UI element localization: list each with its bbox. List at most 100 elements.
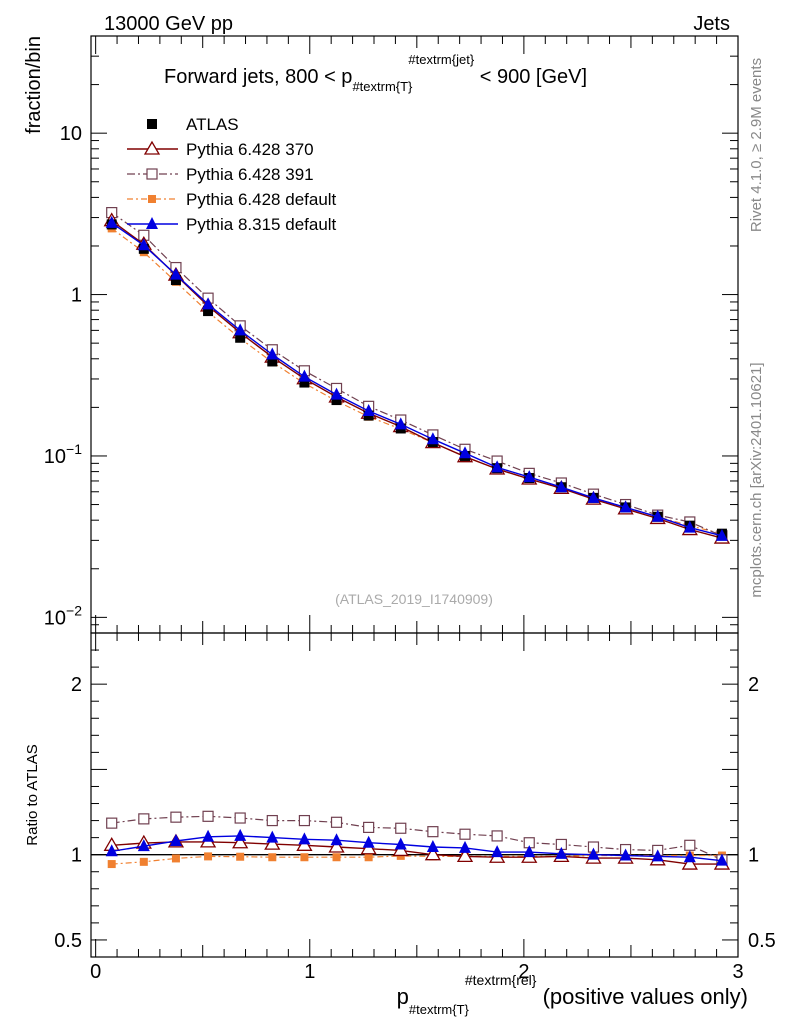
ratio-point-pythia-6-428-default <box>171 854 180 863</box>
ratio-point-pythia-8-315-default <box>330 833 343 846</box>
main-point-pythia-8-315-default <box>587 490 600 503</box>
main-point-pythia-8-315-default <box>330 387 343 400</box>
main-series-pythia-6-428-default <box>107 224 726 538</box>
ratio-y-tick-label-right: 1 <box>748 845 759 867</box>
legend-marker <box>147 119 157 129</box>
header-right-label: Jets <box>693 13 730 35</box>
legend-item-pythia-6-428-370: Pythia 6.428 370 <box>127 140 314 159</box>
ratio-point-pythia-8-315-default <box>587 847 600 860</box>
legend: ATLAS Pythia 6.428 370 Pythia 6.428 391 Pyt… <box>127 115 337 234</box>
ratio-point-pythia-6-428-391 <box>202 810 214 822</box>
ratio-point-pythia-6-428-default <box>107 860 116 869</box>
ratio-point-pythia-6-428-391 <box>170 811 182 823</box>
ratio-y-tick-label-right: 2 <box>748 674 759 696</box>
main-point-pythia-8-315-default <box>137 238 150 251</box>
ratio-point-pythia-8-315-default <box>683 850 696 863</box>
ratio-point-pythia-8-315-default <box>458 840 471 853</box>
x-tick-label: 1 <box>304 961 315 983</box>
main-point-pythia-8-315-default <box>426 432 439 445</box>
ratio-point-pythia-6-428-370 <box>328 838 345 853</box>
ratio-point-pythia-8-315-default <box>523 845 536 858</box>
analysis-watermark: (ATLAS_2019_I1740909) <box>335 591 493 607</box>
ratio-y-axis-label: Ratio to ATLAS <box>24 744 41 845</box>
y-tick-label: 10−1 <box>44 441 82 468</box>
ratio-point-pythia-6-428-default <box>268 853 277 862</box>
ratio-point-pythia-6-428-391 <box>427 826 439 838</box>
ratio-point-pythia-6-428-370 <box>681 855 698 870</box>
main-point-pythia-8-315-default <box>169 267 182 280</box>
main-point-atlas <box>299 377 310 388</box>
y-tick-label: 10−2 <box>44 602 82 629</box>
y-tick-label: 1 <box>71 285 82 307</box>
ratio-point-pythia-8-315-default <box>234 828 247 841</box>
ratio-point-pythia-8-315-default <box>169 834 182 847</box>
ratio-point-pythia-8-315-default <box>394 837 407 850</box>
legend-item-atlas: ATLAS <box>147 115 239 134</box>
ratio-point-pythia-6-428-370 <box>264 835 281 850</box>
ratio-point-pythia-6-428-391 <box>138 813 150 825</box>
main-line-pythia-8-315-default <box>111 222 723 537</box>
main-point-atlas <box>235 332 246 343</box>
header-left-label: 13000 GeV pp <box>104 13 233 35</box>
main-series-layer <box>103 207 731 544</box>
main-title: Forward jets, 800 < p#textrm{T}#textrm{j… <box>164 52 587 94</box>
ratio-point-pythia-6-428-default <box>139 857 148 866</box>
main-point-pythia-8-315-default <box>298 369 311 382</box>
ratio-y-tick-label-left: 1 <box>71 845 82 867</box>
main-point-pythia-8-315-default <box>715 528 728 541</box>
ratio-point-pythia-8-315-default <box>555 846 568 859</box>
ratio-y-tick-label-left: 0.5 <box>54 930 82 952</box>
ratio-point-pythia-6-428-391 <box>106 817 118 829</box>
ratio-point-pythia-8-315-default <box>266 830 279 843</box>
main-line-pythia-6-428-391 <box>111 212 723 537</box>
x-tick-label: 3 <box>732 961 743 983</box>
ratio-series-pythia-8-315-default <box>105 828 728 866</box>
legend-marker <box>146 168 158 180</box>
main-point-atlas <box>331 395 342 406</box>
ratio-point-pythia-8-315-default <box>651 849 664 862</box>
ratio-series-layer <box>103 810 731 870</box>
ratio-point-pythia-8-315-default <box>202 829 215 842</box>
ratio-point-pythia-6-428-370 <box>456 848 474 863</box>
ratio-point-pythia-6-428-default <box>204 852 213 861</box>
ratio-point-pythia-8-315-default <box>619 848 632 861</box>
main-y-axis-label: fraction/bin <box>23 36 45 134</box>
legend-label: Pythia 6.428 391 <box>186 165 314 184</box>
legend-item-pythia-8-315-default: Pythia 8.315 default <box>127 215 337 234</box>
ratio-point-pythia-6-428-391 <box>491 830 503 842</box>
ratio-point-pythia-6-428-default <box>364 853 373 862</box>
ratio-point-pythia-6-428-default <box>300 853 309 862</box>
y-tick-label: 10 <box>60 123 82 145</box>
ratio-point-pythia-8-315-default <box>105 844 118 857</box>
ratio-point-pythia-6-428-370 <box>424 846 442 861</box>
ratio-point-pythia-6-428-default <box>236 852 245 861</box>
ratio-point-pythia-6-428-391 <box>395 822 407 834</box>
main-series-pythia-6-428-391 <box>106 207 728 542</box>
legend-marker <box>143 140 161 155</box>
main-point-pythia-8-315-default <box>105 215 118 228</box>
ratio-axis-ticks: 2 2 1 1 0.5 0.5 0 1 2 3 <box>54 633 776 983</box>
ratio-point-pythia-8-315-default <box>715 853 728 866</box>
ratio-point-pythia-6-428-391 <box>459 828 471 840</box>
ratio-panel-frame <box>90 632 739 958</box>
ratio-point-pythia-6-428-default <box>332 853 341 862</box>
main-axis-ticks: 10 1 10−1 10−2 <box>44 35 739 634</box>
legend-marker <box>146 217 158 229</box>
ratio-point-pythia-6-428-391 <box>266 814 278 827</box>
main-point-pythia-8-315-default <box>234 323 247 336</box>
ratio-point-pythia-6-428-370 <box>232 834 249 849</box>
ratio-point-pythia-8-315-default <box>298 832 311 845</box>
main-point-pythia-8-315-default <box>458 446 471 459</box>
main-point-pythia-8-315-default <box>619 500 632 513</box>
legend-item-pythia-6-428-default: Pythia 6.428 default <box>127 190 337 209</box>
legend-label: Pythia 6.428 default <box>186 190 337 209</box>
ratio-point-pythia-8-315-default <box>426 840 439 853</box>
ratio-line-pythia-6-428-370 <box>111 841 722 865</box>
ratio-line-pythia-8-315-default <box>111 835 722 862</box>
main-point-atlas <box>267 356 278 367</box>
ratio-point-pythia-8-315-default <box>491 845 504 858</box>
legend-label: ATLAS <box>186 115 239 134</box>
ratio-y-tick-label-right: 0.5 <box>748 930 776 952</box>
ratio-point-pythia-6-428-391 <box>234 812 246 824</box>
